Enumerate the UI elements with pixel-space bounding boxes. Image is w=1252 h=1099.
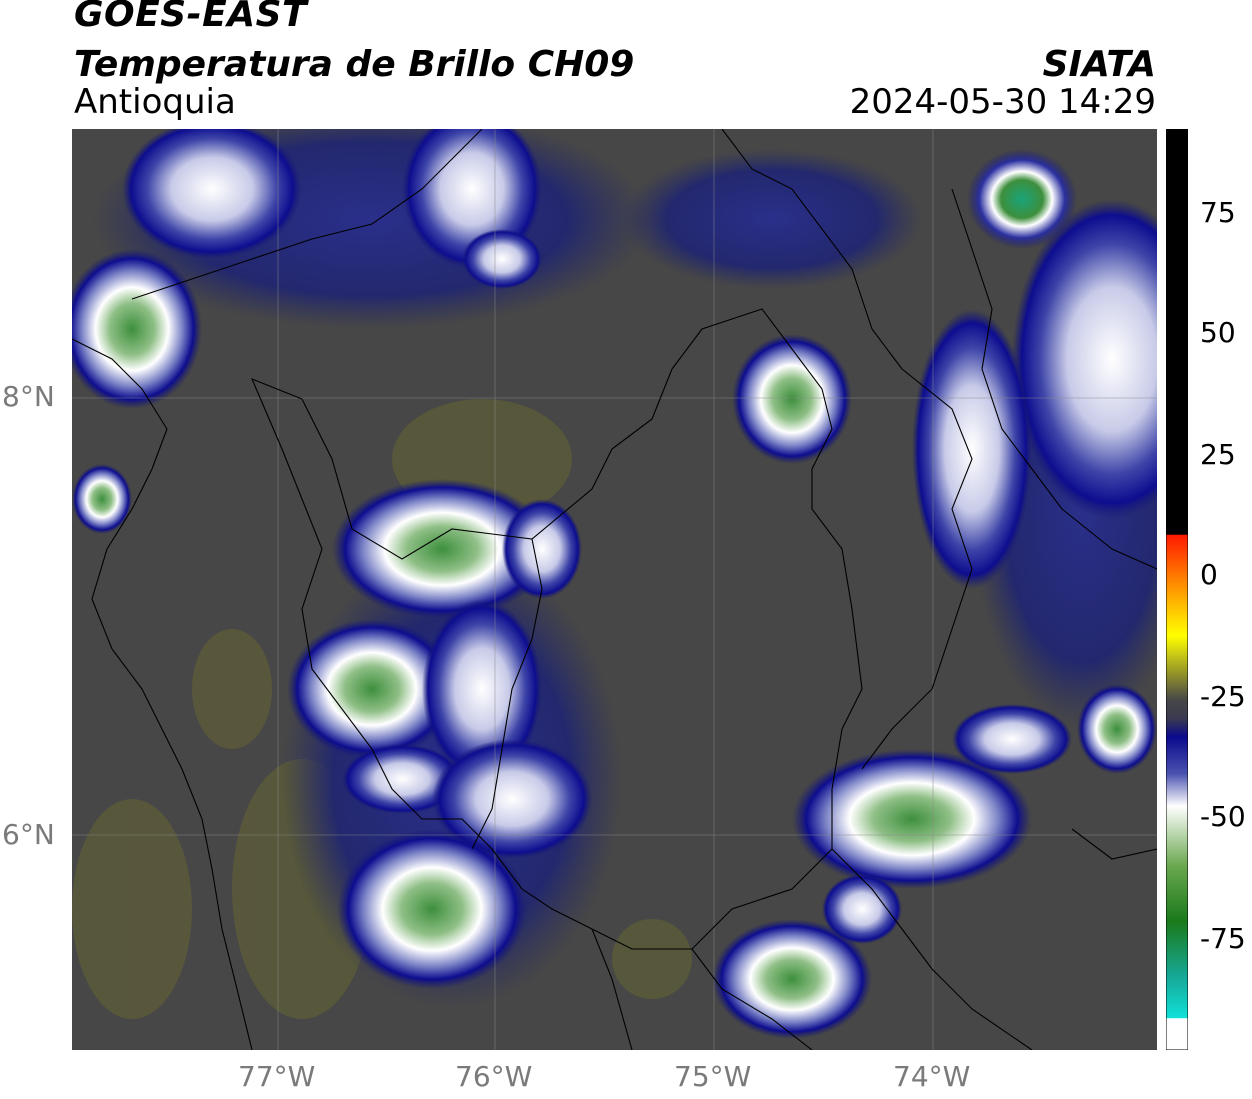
department-border-1 (721, 129, 903, 370)
lon-label-77w: 77°W (238, 1060, 316, 1093)
department-border-4 (471, 538, 543, 850)
region-label: Antioquia (74, 82, 236, 122)
colorbar-tick-minus25: -25 (1200, 680, 1246, 713)
coastline-north (131, 129, 483, 300)
colorbar (1166, 129, 1188, 1050)
colorbar-tick-minus50: -50 (1200, 800, 1246, 833)
colorbar-tick-25: 25 (1200, 438, 1236, 471)
department-border-7 (691, 948, 813, 1050)
product-title: Temperatura de Brillo CH09 (74, 44, 635, 85)
colorbar-tick-75: 75 (1200, 196, 1236, 229)
colorbar-tick-0: 0 (1200, 558, 1218, 591)
department-border-3 (951, 188, 1157, 570)
department-border-8 (1071, 828, 1157, 860)
satellite-map (72, 129, 1157, 1050)
department-border-6 (831, 848, 1033, 1050)
cloud-systems (72, 129, 1157, 1039)
lon-label-76w: 76°W (455, 1060, 533, 1093)
colorbar-tick-minus75: -75 (1200, 922, 1246, 955)
boundaries (72, 129, 1157, 1050)
satellite-title: GOES-EAST (74, 0, 308, 35)
organization-label: SIATA (1042, 44, 1156, 85)
lat-label-6n: 6°N (2, 818, 55, 851)
lat-label-8n: 8°N (2, 380, 55, 413)
lon-label-74w: 74°W (893, 1060, 971, 1093)
department-border-2 (861, 368, 973, 770)
department-border-5 (591, 928, 633, 1050)
coastline-west (72, 338, 253, 1050)
antioquia-border (250, 308, 863, 950)
colorbar-tick-50: 50 (1200, 316, 1236, 349)
datetime-label: 2024-05-30 14:29 (849, 82, 1156, 122)
lon-label-75w: 75°W (674, 1060, 752, 1093)
grid-lines (72, 129, 1157, 1050)
